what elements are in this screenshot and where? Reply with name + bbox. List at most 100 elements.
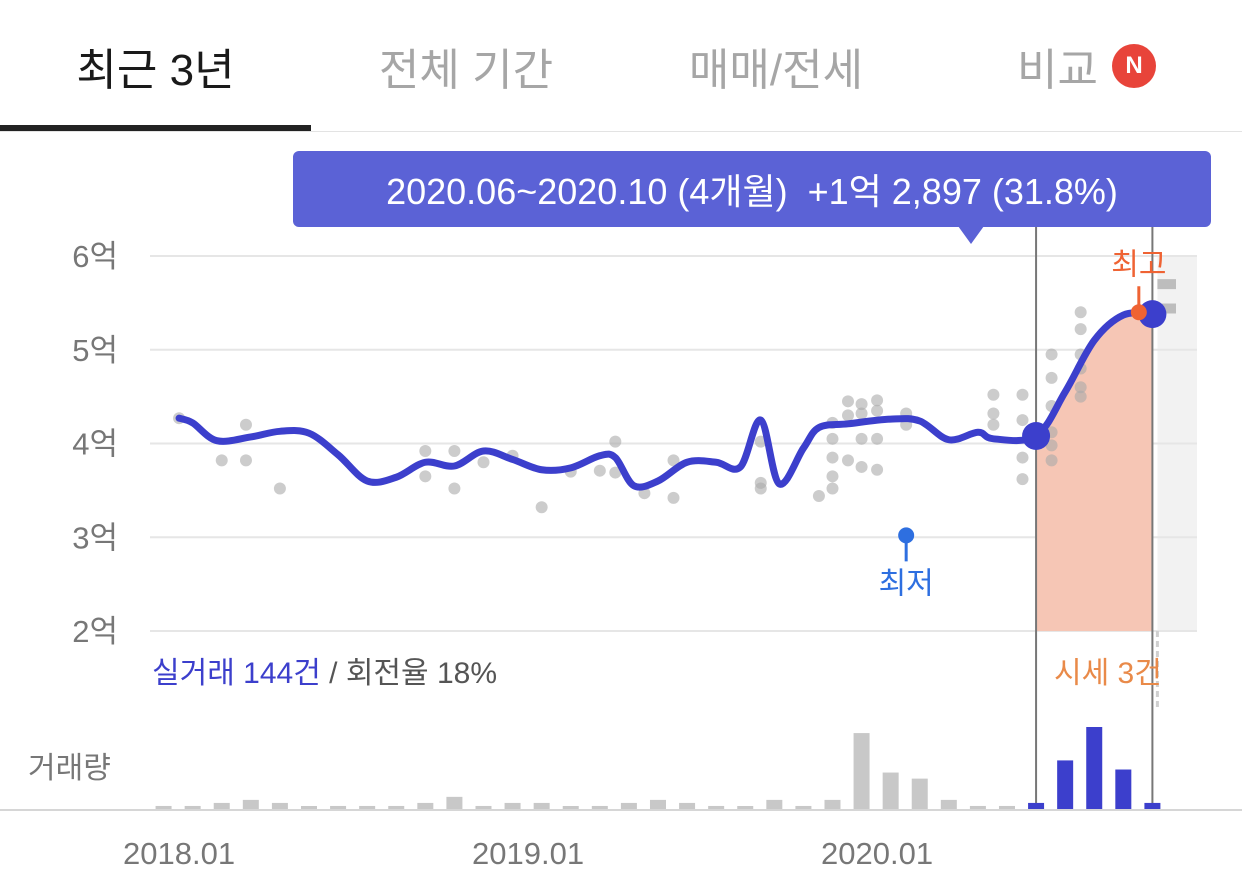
selection-end-marker [1138, 300, 1167, 329]
volume-bar [271, 802, 288, 809]
y-tick-label: 4억 [72, 427, 118, 462]
volume-bar [998, 805, 1015, 809]
y-tick-label: 5억 [72, 333, 118, 368]
trade-dot [1074, 323, 1087, 336]
trade-dot [448, 482, 461, 495]
trade-dot [1045, 348, 1058, 361]
market-price-count[interactable]: 시세 3건 [1054, 657, 1162, 690]
turnover-rate: 회전율 18% [345, 657, 497, 690]
trade-dot [1016, 414, 1029, 427]
trade-dot [842, 409, 854, 422]
trade-dot [1045, 454, 1058, 467]
tab-label: 최근 3년 [76, 45, 235, 95]
volume-bar [708, 805, 725, 809]
trade-dot [871, 394, 884, 407]
volume-bar [475, 805, 492, 809]
trade-dot [1016, 451, 1029, 464]
volume-bar [940, 799, 957, 809]
tooltip-arrow [958, 226, 984, 244]
price-trend-line [175, 309, 1156, 491]
tab-label: 비교 [1017, 45, 1098, 95]
volume-bar [882, 772, 899, 809]
volume-bar [649, 799, 666, 809]
volume-bar [330, 805, 347, 809]
trade-dot [826, 482, 839, 495]
trade-dot [826, 432, 839, 445]
volume-bar [1028, 802, 1045, 809]
y-tick-label: 6억 [72, 239, 118, 274]
trade-count[interactable]: 실거래 144건 [152, 657, 321, 690]
trade-dot [855, 432, 868, 445]
volume-bar [1057, 760, 1074, 809]
trade-dot [1016, 473, 1029, 486]
trade-dot [535, 501, 548, 514]
trade-dot [1045, 371, 1058, 384]
volume-bar [184, 805, 201, 809]
volume-bar [1144, 802, 1161, 809]
volume-bar [300, 806, 317, 809]
low-marker-label: 최저 [879, 567, 934, 600]
tab-recent-3-years[interactable]: 최근 3년 [0, 0, 311, 131]
trade-summary: 실거래 144건 / 회전율 18% [152, 648, 497, 692]
tab-bar: 최근 3년 전체 기간 매매/전세 비교 N [0, 0, 1242, 132]
trade-dot [987, 388, 1000, 401]
trade-dot [239, 418, 252, 431]
trade-dot [609, 466, 622, 479]
trade-dot [812, 490, 825, 502]
volume-bar [766, 799, 783, 809]
trade-dot [477, 456, 490, 469]
trade-dot [419, 445, 432, 457]
trade-dot [826, 470, 839, 483]
trade-dot [273, 482, 286, 495]
trade-dot [667, 454, 680, 467]
trade-dot [871, 432, 884, 445]
volume-bar [533, 802, 550, 809]
market-price-bar [1157, 303, 1176, 314]
high-marker-label: 최고 [1111, 248, 1166, 281]
volume-bar [969, 805, 986, 809]
tab-compare[interactable]: 비교 N [931, 0, 1242, 131]
trade-dot [1074, 306, 1087, 319]
trade-dot [855, 407, 868, 420]
tab-sale-jeonse[interactable]: 매매/전세 [621, 0, 931, 131]
volume-axis-label: 거래량 [28, 752, 111, 785]
volume-bar [213, 802, 230, 809]
trade-dot [754, 476, 767, 489]
volume-bar [562, 806, 579, 809]
volume-bar [620, 802, 637, 809]
trade-dot [593, 464, 606, 477]
trade-dot [667, 491, 680, 504]
trade-dot [855, 398, 868, 411]
trade-dot [871, 463, 884, 476]
high-marker-dot [1130, 304, 1147, 321]
trade-dot [855, 460, 868, 473]
market-price-bar [1157, 279, 1176, 290]
selection-start-marker [1022, 422, 1051, 450]
trade-dot [448, 445, 461, 457]
trade-dot [987, 407, 1000, 420]
trade-dot [871, 404, 884, 417]
new-badge: N [1111, 43, 1156, 88]
trade-dot [987, 418, 1000, 431]
y-tick-label: 3억 [72, 520, 118, 555]
x-tick-label: 2019.01 [472, 836, 584, 871]
summary-separator: / [320, 657, 346, 690]
volume-bar [504, 802, 521, 809]
trade-dot [842, 454, 854, 467]
tab-all-period[interactable]: 전체 기간 [311, 0, 621, 131]
period-change-tooltip: 2020.06~2020.10 (4개월) +1억 2,897 (31.8%) [293, 151, 1211, 227]
volume-bar [446, 796, 463, 809]
volume-bar [911, 778, 928, 809]
trade-dot [215, 454, 228, 467]
tab-label: 매매/전세 [688, 45, 864, 95]
trade-dot [239, 454, 252, 467]
volume-bar [1115, 769, 1132, 809]
trade-dot [1016, 388, 1029, 401]
trade-dot [1074, 390, 1087, 403]
volume-bar [824, 799, 841, 809]
active-tab-indicator [0, 125, 311, 131]
volume-bar [795, 805, 812, 809]
trade-dot [1045, 439, 1058, 452]
volume-bar [155, 805, 172, 809]
